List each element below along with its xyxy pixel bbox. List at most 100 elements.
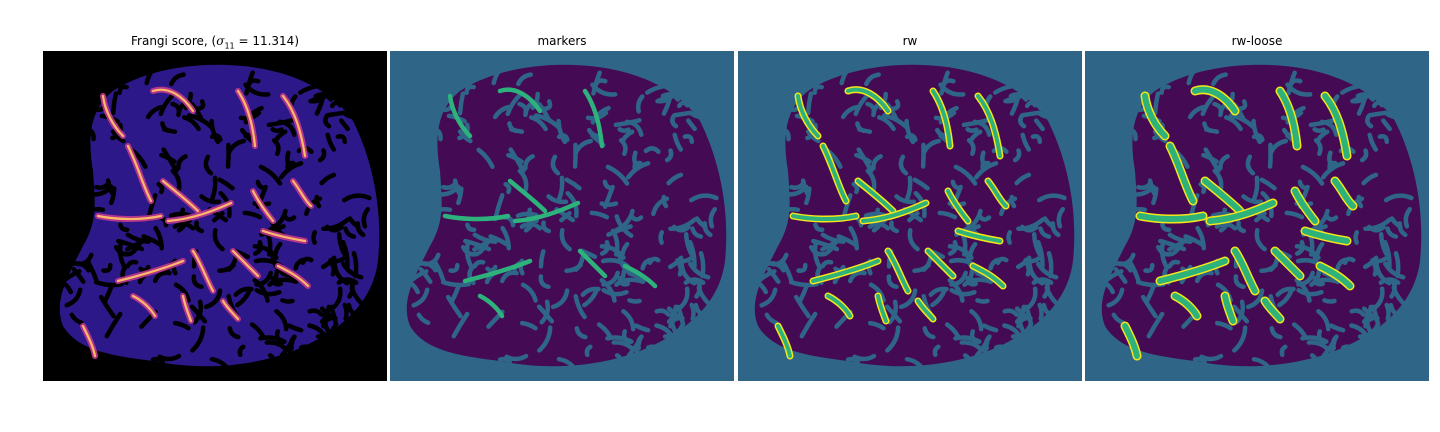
tissue-gap xyxy=(335,134,348,145)
tissue-gap xyxy=(347,216,361,229)
tissue-gap xyxy=(617,127,631,134)
tissue-gap xyxy=(423,51,441,74)
tissue-gap xyxy=(53,70,67,81)
tissue-gap xyxy=(192,299,204,325)
tissue-gap xyxy=(516,72,533,87)
tissue-gap xyxy=(1340,344,1356,355)
tissue-gap xyxy=(644,83,667,95)
tissue-gap xyxy=(666,306,679,318)
tissue-gap xyxy=(1316,309,1331,332)
tissue-gap xyxy=(1044,285,1059,306)
tissue-gap xyxy=(599,201,619,208)
tissue-gap xyxy=(871,154,883,171)
tissue-gap xyxy=(614,269,627,287)
tissue-gap xyxy=(416,92,429,103)
tissue-gap xyxy=(145,104,165,120)
vessel-peak xyxy=(251,189,275,223)
tissue-gap xyxy=(1287,78,1303,90)
vessel-fill xyxy=(1332,178,1356,209)
tissue-gap xyxy=(672,132,684,152)
tissue-gap xyxy=(358,313,366,336)
tissue-gap xyxy=(311,230,318,245)
rw-image xyxy=(738,51,1082,381)
tissue-gap xyxy=(688,261,711,280)
tissue-gap xyxy=(492,104,512,120)
tissue-gap xyxy=(1356,194,1364,209)
tissue-gap xyxy=(1251,356,1270,369)
tissue-gap xyxy=(419,107,433,118)
tissue-gap xyxy=(1113,261,1133,273)
tissue-gap xyxy=(78,84,93,92)
tissue-gap xyxy=(1105,239,1121,249)
tissue-gap xyxy=(1018,59,1036,84)
tissue-gap xyxy=(550,288,570,310)
tissue-gap xyxy=(643,146,661,154)
tissue-gap xyxy=(1277,287,1295,308)
tissue-gap xyxy=(287,340,297,371)
tissue-gap xyxy=(60,201,75,210)
tissue-gap xyxy=(157,353,182,362)
tissue-gap xyxy=(249,322,266,339)
tissue-gap xyxy=(1370,256,1389,264)
tissue-gap xyxy=(141,234,164,248)
tissue-gap xyxy=(330,262,337,277)
tissue-gap xyxy=(1241,194,1264,205)
tissue-gap xyxy=(1194,270,1214,284)
tissue-gap xyxy=(865,168,877,192)
tissue-gap xyxy=(267,353,276,366)
tissue-gap xyxy=(1393,251,1401,279)
vessel-fill xyxy=(971,264,1005,288)
tissue-gap xyxy=(110,91,119,116)
tissue-gap xyxy=(1349,308,1366,317)
tissue-gap xyxy=(271,138,281,157)
tissue-gap xyxy=(1237,99,1248,111)
tissue-gap xyxy=(672,110,693,118)
tissue-gap xyxy=(1403,206,1413,229)
tissue-gap xyxy=(748,70,762,81)
tissue-gap xyxy=(647,256,661,266)
tissue-gap xyxy=(698,251,706,279)
tissue-gap xyxy=(661,194,669,209)
tissue-gap xyxy=(346,302,364,320)
tissue-gap xyxy=(321,315,338,329)
tissue-gap xyxy=(559,227,572,252)
tissue-gap xyxy=(898,154,909,176)
tissue-gap xyxy=(1037,302,1044,322)
tissue-gap xyxy=(349,285,364,306)
tissue-gap xyxy=(682,134,695,145)
tissue-gap xyxy=(159,152,177,164)
vessel-peak xyxy=(166,201,233,223)
tissue-gap xyxy=(1313,138,1323,157)
tissue-gap xyxy=(670,59,688,84)
tissue-gap xyxy=(705,313,713,336)
tissue-gap xyxy=(1358,341,1386,353)
tissue-gap xyxy=(912,177,930,191)
tissue-gap xyxy=(1309,353,1318,366)
tissue-gap xyxy=(683,231,694,256)
tissue-gap xyxy=(523,154,535,171)
tissue-gap xyxy=(1106,356,1117,381)
tissue-gap xyxy=(1106,287,1125,308)
tissue-gap xyxy=(840,104,860,120)
tissue-gap xyxy=(297,83,320,95)
tissue-gap xyxy=(766,266,781,284)
tissue-gap xyxy=(599,278,617,303)
tissue-gap xyxy=(982,340,992,371)
tissue-gap xyxy=(451,311,470,339)
vessel-fill xyxy=(1277,88,1300,149)
tissue-gap xyxy=(113,244,133,257)
frangi-image xyxy=(43,51,387,381)
tissue-gap xyxy=(1199,353,1224,362)
vessel-fill xyxy=(1167,143,1196,204)
tissue-gap xyxy=(181,115,201,132)
tissue-gap xyxy=(771,51,789,74)
tissue-gap xyxy=(209,175,218,202)
tissue-gap xyxy=(402,113,427,127)
vessel-peak xyxy=(131,294,157,318)
tissue-gap xyxy=(245,78,261,90)
tissue-gap xyxy=(969,277,994,285)
tissue-gap xyxy=(1003,53,1012,74)
tissue-gap xyxy=(1024,100,1038,109)
tissue-gap xyxy=(1328,323,1346,333)
vessel-fill xyxy=(986,179,1008,208)
